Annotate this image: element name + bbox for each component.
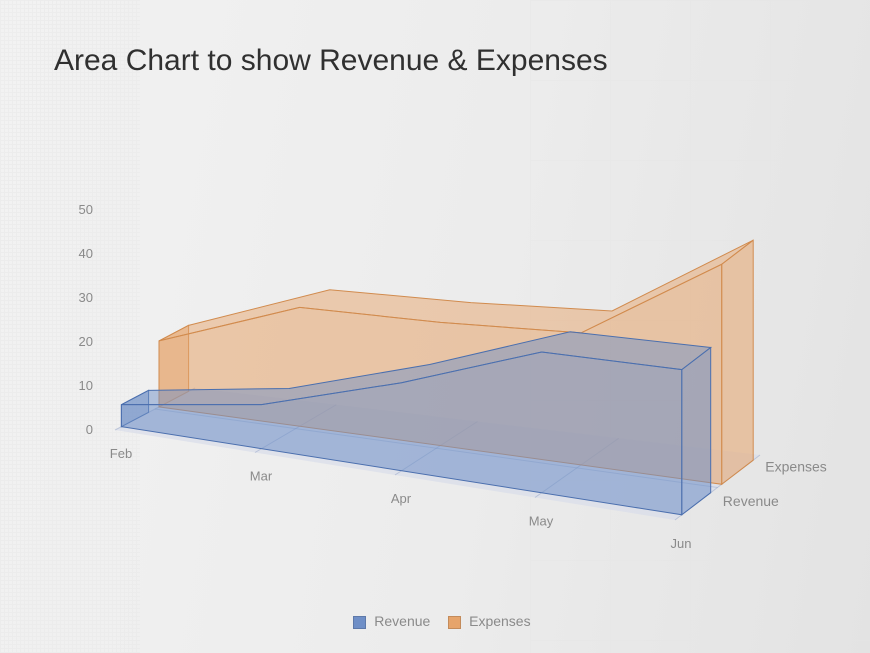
chart-legend: Revenue Expenses [0,613,870,629]
y-tick-label: 0 [86,422,93,437]
area-chart-3d: 0 10 20 30 40 50 Feb Mar Apr May Jun Revenue Expense… [0,0,870,653]
series-revenue [682,348,711,515]
legend-label-expenses: Expenses [469,613,530,629]
depth-label-expenses: Expenses [765,458,826,474]
legend-label-revenue: Revenue [374,613,430,629]
y-tick-label: 10 [79,378,93,393]
x-tick-label: Apr [391,491,412,506]
legend-swatch-revenue [353,616,366,629]
y-tick-label: 40 [79,246,93,261]
x-tick-label: Mar [250,469,273,484]
x-tick-label: Feb [110,446,132,461]
x-tick-label: Jun [671,536,692,551]
depth-label-revenue: Revenue [723,493,779,509]
y-tick-label: 30 [79,290,93,305]
y-tick-label: 20 [79,334,93,349]
series-expenses [722,240,753,484]
legend-swatch-expenses [448,616,461,629]
x-tick-label: May [529,514,554,529]
y-tick-label: 50 [79,202,93,217]
